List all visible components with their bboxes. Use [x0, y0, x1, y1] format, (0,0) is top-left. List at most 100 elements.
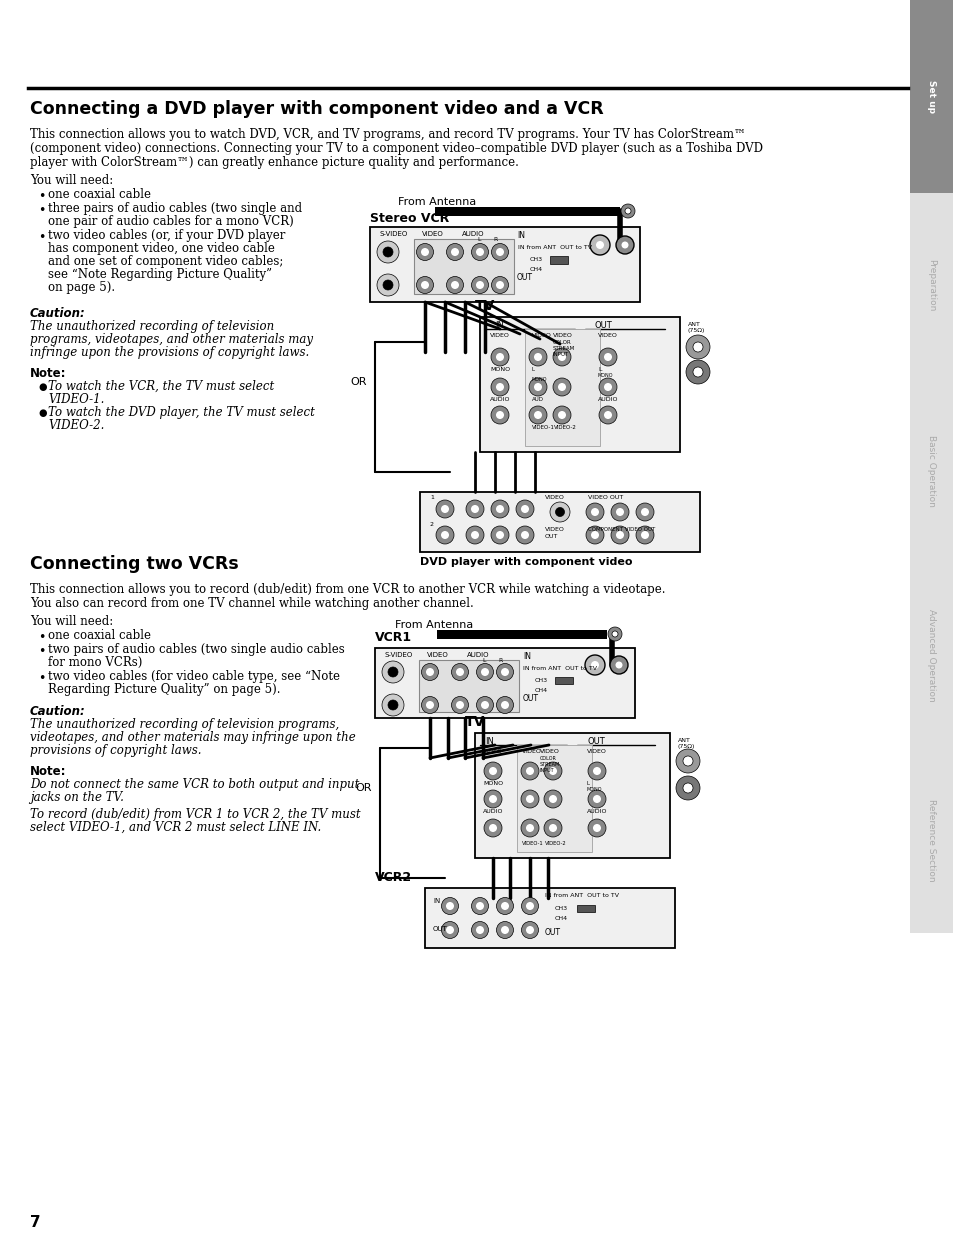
Text: OUT: OUT: [433, 926, 447, 932]
Circle shape: [610, 503, 628, 521]
Text: AUDIO: AUDIO: [461, 231, 484, 237]
Bar: [436, 630, 606, 638]
Circle shape: [491, 526, 509, 543]
Text: INPUT: INPUT: [539, 768, 554, 773]
Circle shape: [489, 767, 497, 776]
Text: 7: 7: [30, 1215, 41, 1230]
Circle shape: [456, 668, 463, 676]
Text: STREAM: STREAM: [553, 346, 575, 351]
Bar: [524, 329, 599, 446]
Circle shape: [607, 627, 621, 641]
Bar: [418, 659, 518, 713]
Text: select VIDEO-1, and VCR 2 must select LINE IN.: select VIDEO-1, and VCR 2 must select LI…: [30, 821, 321, 834]
Circle shape: [584, 655, 604, 676]
Circle shape: [441, 898, 458, 914]
Circle shape: [616, 236, 634, 254]
Text: MONO: MONO: [532, 377, 547, 382]
Text: R: R: [493, 237, 497, 242]
Circle shape: [529, 406, 546, 424]
Circle shape: [480, 668, 489, 676]
Circle shape: [436, 500, 454, 517]
Bar: [414, 240, 514, 294]
Circle shape: [553, 348, 571, 366]
Text: ●: ●: [38, 382, 47, 391]
Circle shape: [491, 378, 509, 396]
Bar: [909, 563, 953, 748]
Circle shape: [585, 503, 603, 521]
Text: IN from ANT  OUT to TV: IN from ANT OUT to TV: [522, 666, 597, 671]
Circle shape: [496, 505, 503, 513]
Text: (component video) connections. Connecting your TV to a component video–compatibl: (component video) connections. Connectin…: [30, 142, 762, 156]
Circle shape: [420, 248, 429, 256]
Text: This connection allows you to record (dub/edit) from one VCR to another VCR whil: This connection allows you to record (du…: [30, 583, 665, 597]
Circle shape: [682, 756, 692, 766]
Text: From Antenna: From Antenna: [397, 198, 476, 207]
Circle shape: [500, 668, 509, 676]
Text: OUT: OUT: [517, 273, 533, 282]
Circle shape: [593, 767, 600, 776]
Circle shape: [376, 274, 398, 296]
Circle shape: [548, 795, 557, 803]
Text: VIDEO: VIDEO: [586, 748, 606, 755]
Text: IN: IN: [522, 652, 531, 661]
Text: two video cables (or, if your DVD player: two video cables (or, if your DVD player: [48, 228, 285, 242]
Circle shape: [426, 668, 434, 676]
Text: VIDEO: VIDEO: [553, 333, 572, 338]
Circle shape: [692, 367, 702, 377]
Circle shape: [451, 663, 468, 680]
Circle shape: [483, 819, 501, 837]
Circle shape: [529, 378, 546, 396]
Circle shape: [593, 824, 600, 832]
Text: provisions of copyright laws.: provisions of copyright laws.: [30, 743, 201, 757]
Circle shape: [521, 898, 537, 914]
Text: •: •: [38, 190, 46, 203]
Text: on page 5).: on page 5).: [48, 282, 115, 294]
Circle shape: [525, 902, 534, 910]
Text: Connecting a DVD player with component video and a VCR: Connecting a DVD player with component v…: [30, 100, 603, 119]
Text: VCR1: VCR1: [375, 631, 412, 643]
Text: Preparation: Preparation: [926, 259, 936, 311]
Text: see “Note Regarding Picture Quality”: see “Note Regarding Picture Quality”: [48, 268, 272, 282]
Text: VIDEO OUT: VIDEO OUT: [587, 495, 622, 500]
Text: for mono VCRs): for mono VCRs): [48, 656, 142, 669]
Circle shape: [496, 411, 503, 419]
Text: IN: IN: [484, 737, 494, 746]
Bar: [550, 256, 567, 264]
Text: TV: TV: [464, 715, 485, 729]
Text: VIDEO: VIDEO: [490, 333, 509, 338]
Circle shape: [426, 701, 434, 709]
Circle shape: [440, 505, 449, 513]
Circle shape: [451, 248, 458, 256]
Text: You will need:: You will need:: [30, 615, 113, 629]
Circle shape: [483, 790, 501, 808]
Circle shape: [589, 235, 609, 254]
Circle shape: [525, 926, 534, 934]
Circle shape: [529, 348, 546, 366]
Circle shape: [496, 383, 503, 391]
Circle shape: [543, 762, 561, 781]
Circle shape: [620, 204, 635, 219]
Circle shape: [489, 824, 497, 832]
Circle shape: [616, 508, 623, 516]
Circle shape: [548, 824, 557, 832]
Text: Note:: Note:: [30, 367, 67, 380]
Text: VCR2: VCR2: [375, 871, 412, 884]
Text: CH4: CH4: [530, 267, 542, 272]
Text: AUDIO: AUDIO: [586, 809, 607, 814]
Circle shape: [640, 508, 648, 516]
Circle shape: [520, 531, 529, 538]
Circle shape: [558, 411, 565, 419]
Circle shape: [548, 767, 557, 776]
Text: Regarding Picture Quality” on page 5).: Regarding Picture Quality” on page 5).: [48, 683, 280, 697]
Text: videotapes, and other materials may infringe upon the: videotapes, and other materials may infr…: [30, 731, 355, 743]
Text: CH3: CH3: [535, 678, 548, 683]
Circle shape: [489, 795, 497, 803]
Circle shape: [521, 921, 537, 939]
Text: 2: 2: [430, 522, 434, 527]
Text: OR: OR: [355, 783, 371, 793]
Circle shape: [525, 767, 534, 776]
Text: ANT
(75Ω): ANT (75Ω): [678, 739, 695, 748]
Text: DVD player with component video: DVD player with component video: [419, 557, 632, 567]
Text: Basic Operation: Basic Operation: [926, 435, 936, 506]
Text: OUT: OUT: [587, 737, 604, 746]
